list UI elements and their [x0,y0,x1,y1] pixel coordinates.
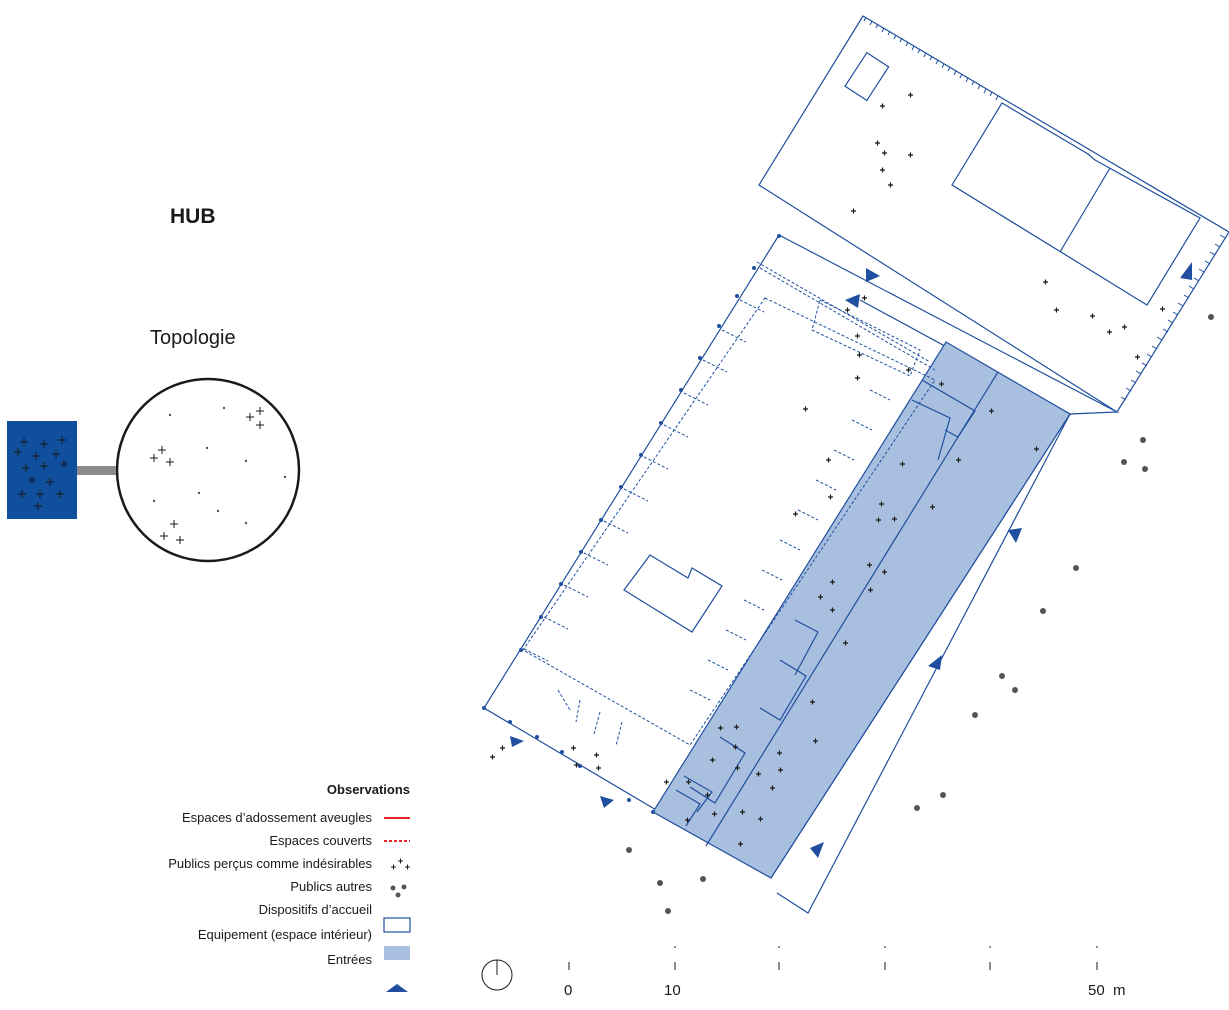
annex-block [951,102,1201,306]
topology-label: Topologie [150,327,236,349]
topology-diagram [7,377,301,563]
legend-item-dispositifs: Dispositifs d’accueil [258,902,372,917]
figure-title: HUB [170,205,216,228]
topology-circle-dots [152,406,287,525]
annex-small-dispositif [844,51,890,102]
other-public-dots [626,314,1214,914]
scale-label-0: 0 [564,982,573,999]
legend-heading: Observations [326,782,410,797]
annex-block-divider [1059,167,1111,253]
legend-item-entries: Entrées [327,952,372,967]
equipment-partitions [675,371,999,847]
annex-side-hatch [1120,234,1226,401]
site-plan [482,15,1229,914]
topology-square-plus-markers [14,436,68,510]
courtyard-building [623,554,723,633]
scale-bar [568,946,1098,970]
north-arrow-icon [481,959,513,991]
legend-item-blind-spaces: Espaces d’adossement aveugles [181,810,372,825]
boundary-posts [482,234,781,814]
annex-top-hatch [863,16,999,101]
topology-connector [77,466,117,475]
topology-circle [115,377,301,563]
entry-markers [510,262,1192,858]
grey-dots-icon [390,884,407,898]
triangle-icon [386,984,408,992]
legend-dispositif-symbol [383,917,411,933]
legend-item-undesirable-publics: Publics perçus comme indésirables [168,856,372,871]
scale-label-50: 50 m [1088,982,1126,999]
legend-equipment-symbol [384,946,410,960]
legend-symbols [383,817,411,992]
covered-spaces [522,261,936,747]
topology-square [7,421,77,519]
undesirable-public-markers [490,92,1165,847]
legend-item-covered-spaces: Espaces couverts [269,833,372,848]
north-annex-outline [758,15,1229,413]
legend-item-other-publics: Publics autres [290,879,372,894]
legend-item-equipment: Equipement (espace intérieur) [197,927,372,942]
topology-circle-plus-markers [150,407,264,544]
plus-markers-icon [391,858,410,870]
equipment-interior [652,341,1071,879]
scale-label-10: 10 [664,982,681,999]
